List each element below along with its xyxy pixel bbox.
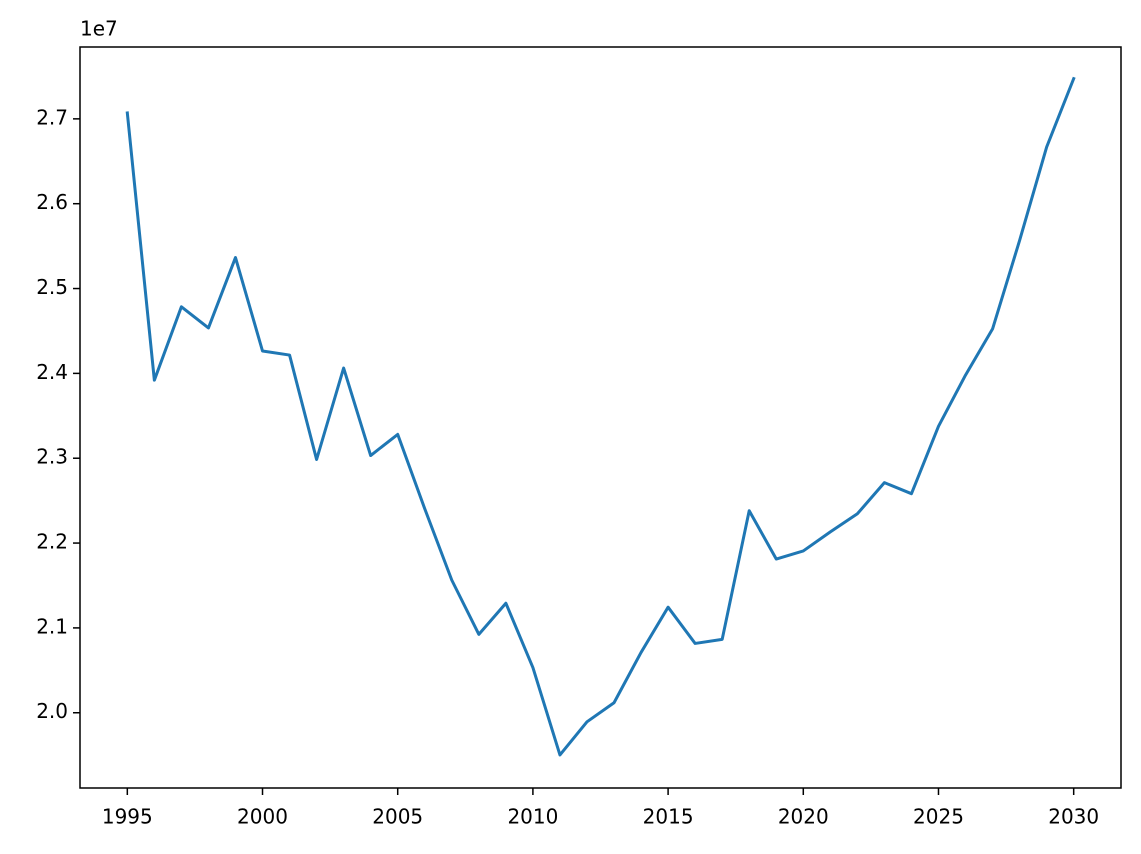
x-tick-label: 2030 — [1048, 805, 1099, 829]
y-tick-label: 2.2 — [36, 530, 68, 554]
y-tick-label: 2.0 — [36, 699, 68, 723]
x-tick-label: 2025 — [913, 805, 964, 829]
x-tick-label: 2005 — [372, 805, 423, 829]
x-tick-label: 2020 — [778, 805, 829, 829]
y-tick-label: 2.7 — [36, 105, 68, 129]
y-tick-label: 2.6 — [36, 190, 68, 214]
line — [125, 76, 1076, 757]
plot-frame — [79, 46, 1122, 789]
x-tick-label: 2010 — [507, 805, 558, 829]
x-tick-label: 2015 — [643, 805, 694, 829]
y-tick-label: 2.4 — [36, 360, 68, 384]
x-tick-label: 1995 — [102, 805, 153, 829]
x-tick-label: 2000 — [237, 805, 288, 829]
y-tick-label: 2.3 — [36, 445, 68, 469]
y-tick-label: 2.1 — [36, 614, 68, 638]
y-tick-label: 2.5 — [36, 275, 68, 299]
y-offset-label: 1e7 — [80, 17, 118, 41]
